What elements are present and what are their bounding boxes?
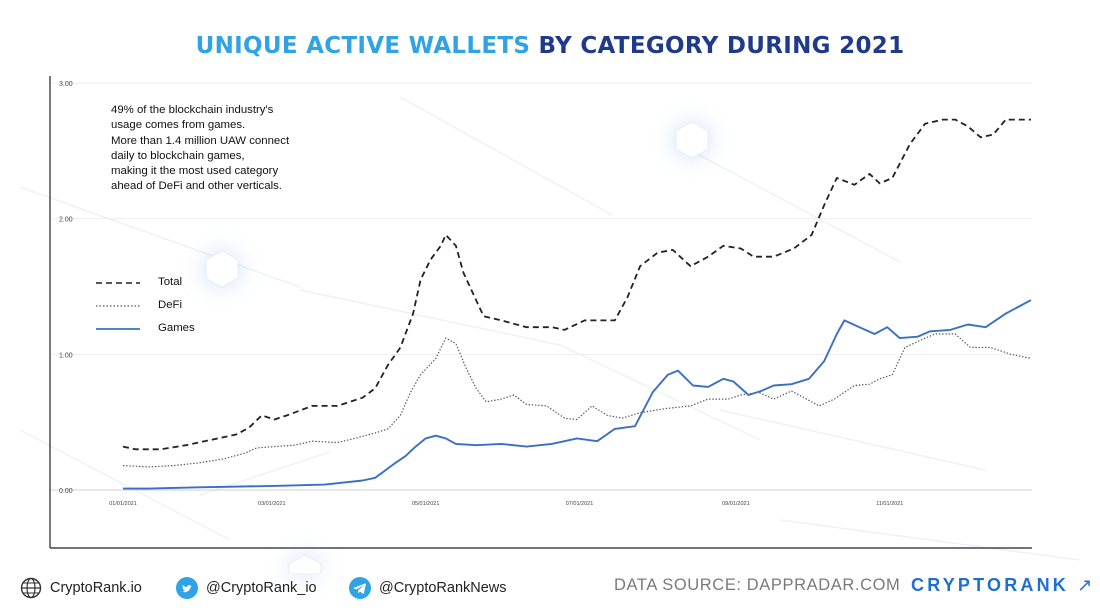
- note-line: More than 1.4 million UAW connect: [111, 134, 290, 147]
- twitter-icon: [176, 577, 198, 599]
- decor-line: [689, 149, 901, 263]
- decor-line: [399, 96, 613, 216]
- website-label: CryptoRank.io: [50, 580, 142, 596]
- legend-swatch-defi: [96, 305, 140, 307]
- twitter-label: @CryptoRank_io: [206, 580, 317, 596]
- decor-line: [299, 289, 561, 346]
- y-tick-labels: 0.00 1.00 2.00 3.00: [59, 81, 73, 495]
- footer: CryptoRank.io @CryptoRank_io @CryptoRank…: [0, 566, 1100, 606]
- x-tick-label: 07/01/2021: [566, 501, 594, 507]
- legend-label-games: Games: [158, 322, 195, 334]
- y-tick-label: 0.00: [59, 488, 73, 495]
- decor-line: [19, 429, 231, 541]
- x-tick-labels: 01/01/2021 03/01/2021 05/01/2021 07/01/2021…: [109, 501, 903, 507]
- note-line: ahead of DeFi and other verticals.: [111, 180, 282, 193]
- note-line: usage comes from games.: [111, 119, 246, 132]
- decor-line: [199, 451, 331, 496]
- note-line: making it the most used category: [111, 165, 279, 178]
- chart-grid: [50, 82, 1032, 491]
- background-decoration: [19, 96, 1081, 561]
- series-line-games: [123, 299, 1032, 490]
- telegram-label: @CryptoRankNews: [379, 580, 507, 596]
- chart-title: UNIQUE ACTIVE WALLETS BY CATEGORY DURING…: [0, 33, 1100, 59]
- hexagon-decoration-2: [205, 250, 239, 293]
- x-tick-label: 01/01/2021: [109, 501, 137, 507]
- series-line-defi: [122, 333, 1032, 468]
- annotation-note: 49% of the blockchain industry's usage c…: [111, 103, 341, 195]
- y-tick-label: 2.00: [59, 217, 73, 224]
- legend-swatch-total: [96, 282, 140, 284]
- x-tick-label: 05/01/2021: [412, 501, 440, 507]
- legend-swatch-games: [96, 328, 140, 330]
- data-source: DATA SOURCE: DAPPRADAR.COM: [614, 576, 901, 594]
- footer-website[interactable]: CryptoRank.io: [20, 577, 142, 599]
- x-tick-label: 11/01/2021: [876, 501, 903, 507]
- globe-icon: [20, 577, 42, 599]
- decor-line: [19, 186, 301, 288]
- telegram-icon: [349, 577, 371, 599]
- footer-twitter[interactable]: @CryptoRank_io: [176, 577, 317, 599]
- note-line: daily to blockchain games,: [111, 149, 245, 162]
- series-lines: [122, 118, 1032, 490]
- hexagon-decoration-1: [675, 121, 709, 164]
- decor-line: [719, 409, 986, 471]
- legend-label-defi: DeFi: [158, 299, 183, 311]
- y-tick-label: 1.00: [59, 352, 73, 359]
- legend-label-total: Total: [158, 276, 183, 288]
- decor-line: [559, 344, 761, 441]
- arrow-up-right-icon: ↗: [1077, 575, 1093, 595]
- x-tick-label: 09/01/2021: [722, 501, 750, 507]
- title-rest: BY CATEGORY DURING 2021: [538, 33, 905, 59]
- brand-logo[interactable]: CRYPTORANK ↗: [911, 575, 1092, 596]
- note-line: 49% of the blockchain industry's: [111, 104, 274, 116]
- x-tick-label: 03/01/2021: [258, 501, 286, 507]
- hexagon-decoration-3: [288, 554, 322, 579]
- title-highlight: UNIQUE ACTIVE WALLETS: [195, 33, 531, 59]
- footer-telegram[interactable]: @CryptoRankNews: [349, 577, 507, 599]
- decor-line: [779, 519, 1081, 561]
- brand-name: CRYPTORANK: [911, 575, 1070, 595]
- series-line-total: [122, 118, 1031, 451]
- y-tick-label: 3.00: [59, 81, 73, 88]
